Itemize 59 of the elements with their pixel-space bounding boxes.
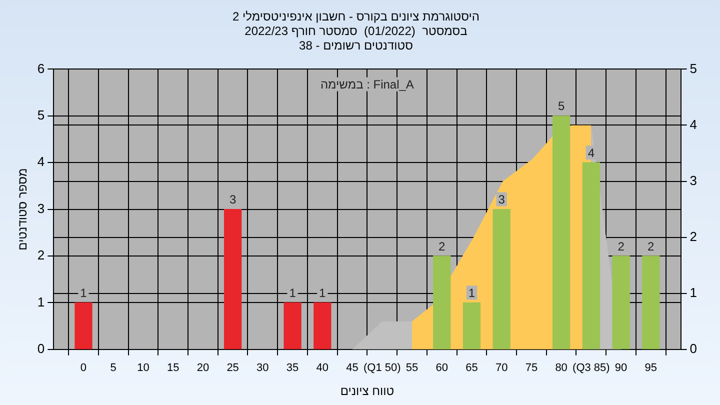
x-tick-label: 70	[495, 362, 508, 374]
y-tick-label: 1	[37, 294, 45, 310]
annotation: במשימה : Final_A	[320, 78, 414, 92]
x-tick-label: 45	[346, 362, 358, 374]
x-tick-label: 65	[466, 362, 478, 374]
bar	[612, 256, 630, 350]
bar	[284, 302, 302, 350]
data-label: 5	[558, 99, 565, 114]
y-tick-label: 3	[37, 200, 45, 216]
data-label: 3	[498, 192, 506, 207]
x-tick-label: 35	[286, 362, 299, 374]
x-tick-label: 55	[406, 362, 418, 374]
x-tick-label: 95	[644, 362, 658, 374]
data-label: 4	[588, 146, 595, 160]
bar	[433, 256, 451, 350]
x-tick-label: 20	[196, 362, 210, 374]
bar	[492, 208, 510, 350]
y2-tick-label: 2	[690, 228, 698, 244]
bar	[74, 302, 92, 350]
data-label: 2	[648, 239, 655, 254]
bar	[462, 302, 481, 350]
y-tick-label: 2	[37, 248, 45, 263]
y-tick-label: 5	[37, 107, 45, 122]
y2-tick-label: 1	[690, 284, 698, 300]
data-label: 1	[80, 286, 88, 300]
y-tick-label: 6	[37, 60, 45, 76]
y2-tick-label: 0	[690, 340, 698, 356]
y-axis-title: מספר סטודנטים	[16, 168, 30, 250]
x-tick-label: 15	[166, 362, 180, 374]
bar	[552, 116, 570, 350]
data-label: 3	[229, 192, 236, 207]
y2-tick-label: 5	[690, 60, 698, 76]
x-tick-label: 30	[256, 362, 269, 374]
y2-tick-label: 3	[690, 172, 698, 188]
x-tick-label: 25	[226, 362, 239, 374]
x-tick-label: 5	[110, 362, 116, 374]
chart-subtitle: בסמסטר (01/2022) סמסטר חורף 2022/23 סטודנטים רשומים - 38	[244, 24, 468, 52]
bar	[314, 302, 332, 350]
x-tick-label: 75	[525, 362, 538, 374]
data-label: 1	[319, 286, 326, 300]
x-tick-label: (Q3 85)	[572, 362, 610, 374]
y-tick-label: 4	[37, 154, 45, 170]
data-label: 2	[438, 239, 446, 254]
x-axis-title: טווח ציונים	[340, 384, 394, 398]
data-label: 1	[289, 286, 296, 300]
bar	[224, 208, 242, 350]
data-label: 1	[468, 286, 476, 300]
y-tick-label: 0	[37, 340, 45, 356]
x-tick-label: 90	[614, 362, 628, 374]
bar	[642, 256, 660, 350]
y2-tick-label: 4	[690, 116, 698, 132]
x-tick-label: 60	[436, 362, 448, 374]
x-tick-label: 0	[80, 362, 87, 374]
data-label: 2	[618, 239, 625, 254]
x-tick-label: 10	[137, 362, 150, 374]
x-tick-label: 40	[316, 362, 329, 374]
chart-title: היסטוגרמת ציונים בקורס - חשבון אינפיניטסימלי 2	[232, 10, 480, 24]
x-tick-label: 80	[555, 362, 568, 374]
x-tick-label: (Q1 50)	[363, 362, 401, 374]
